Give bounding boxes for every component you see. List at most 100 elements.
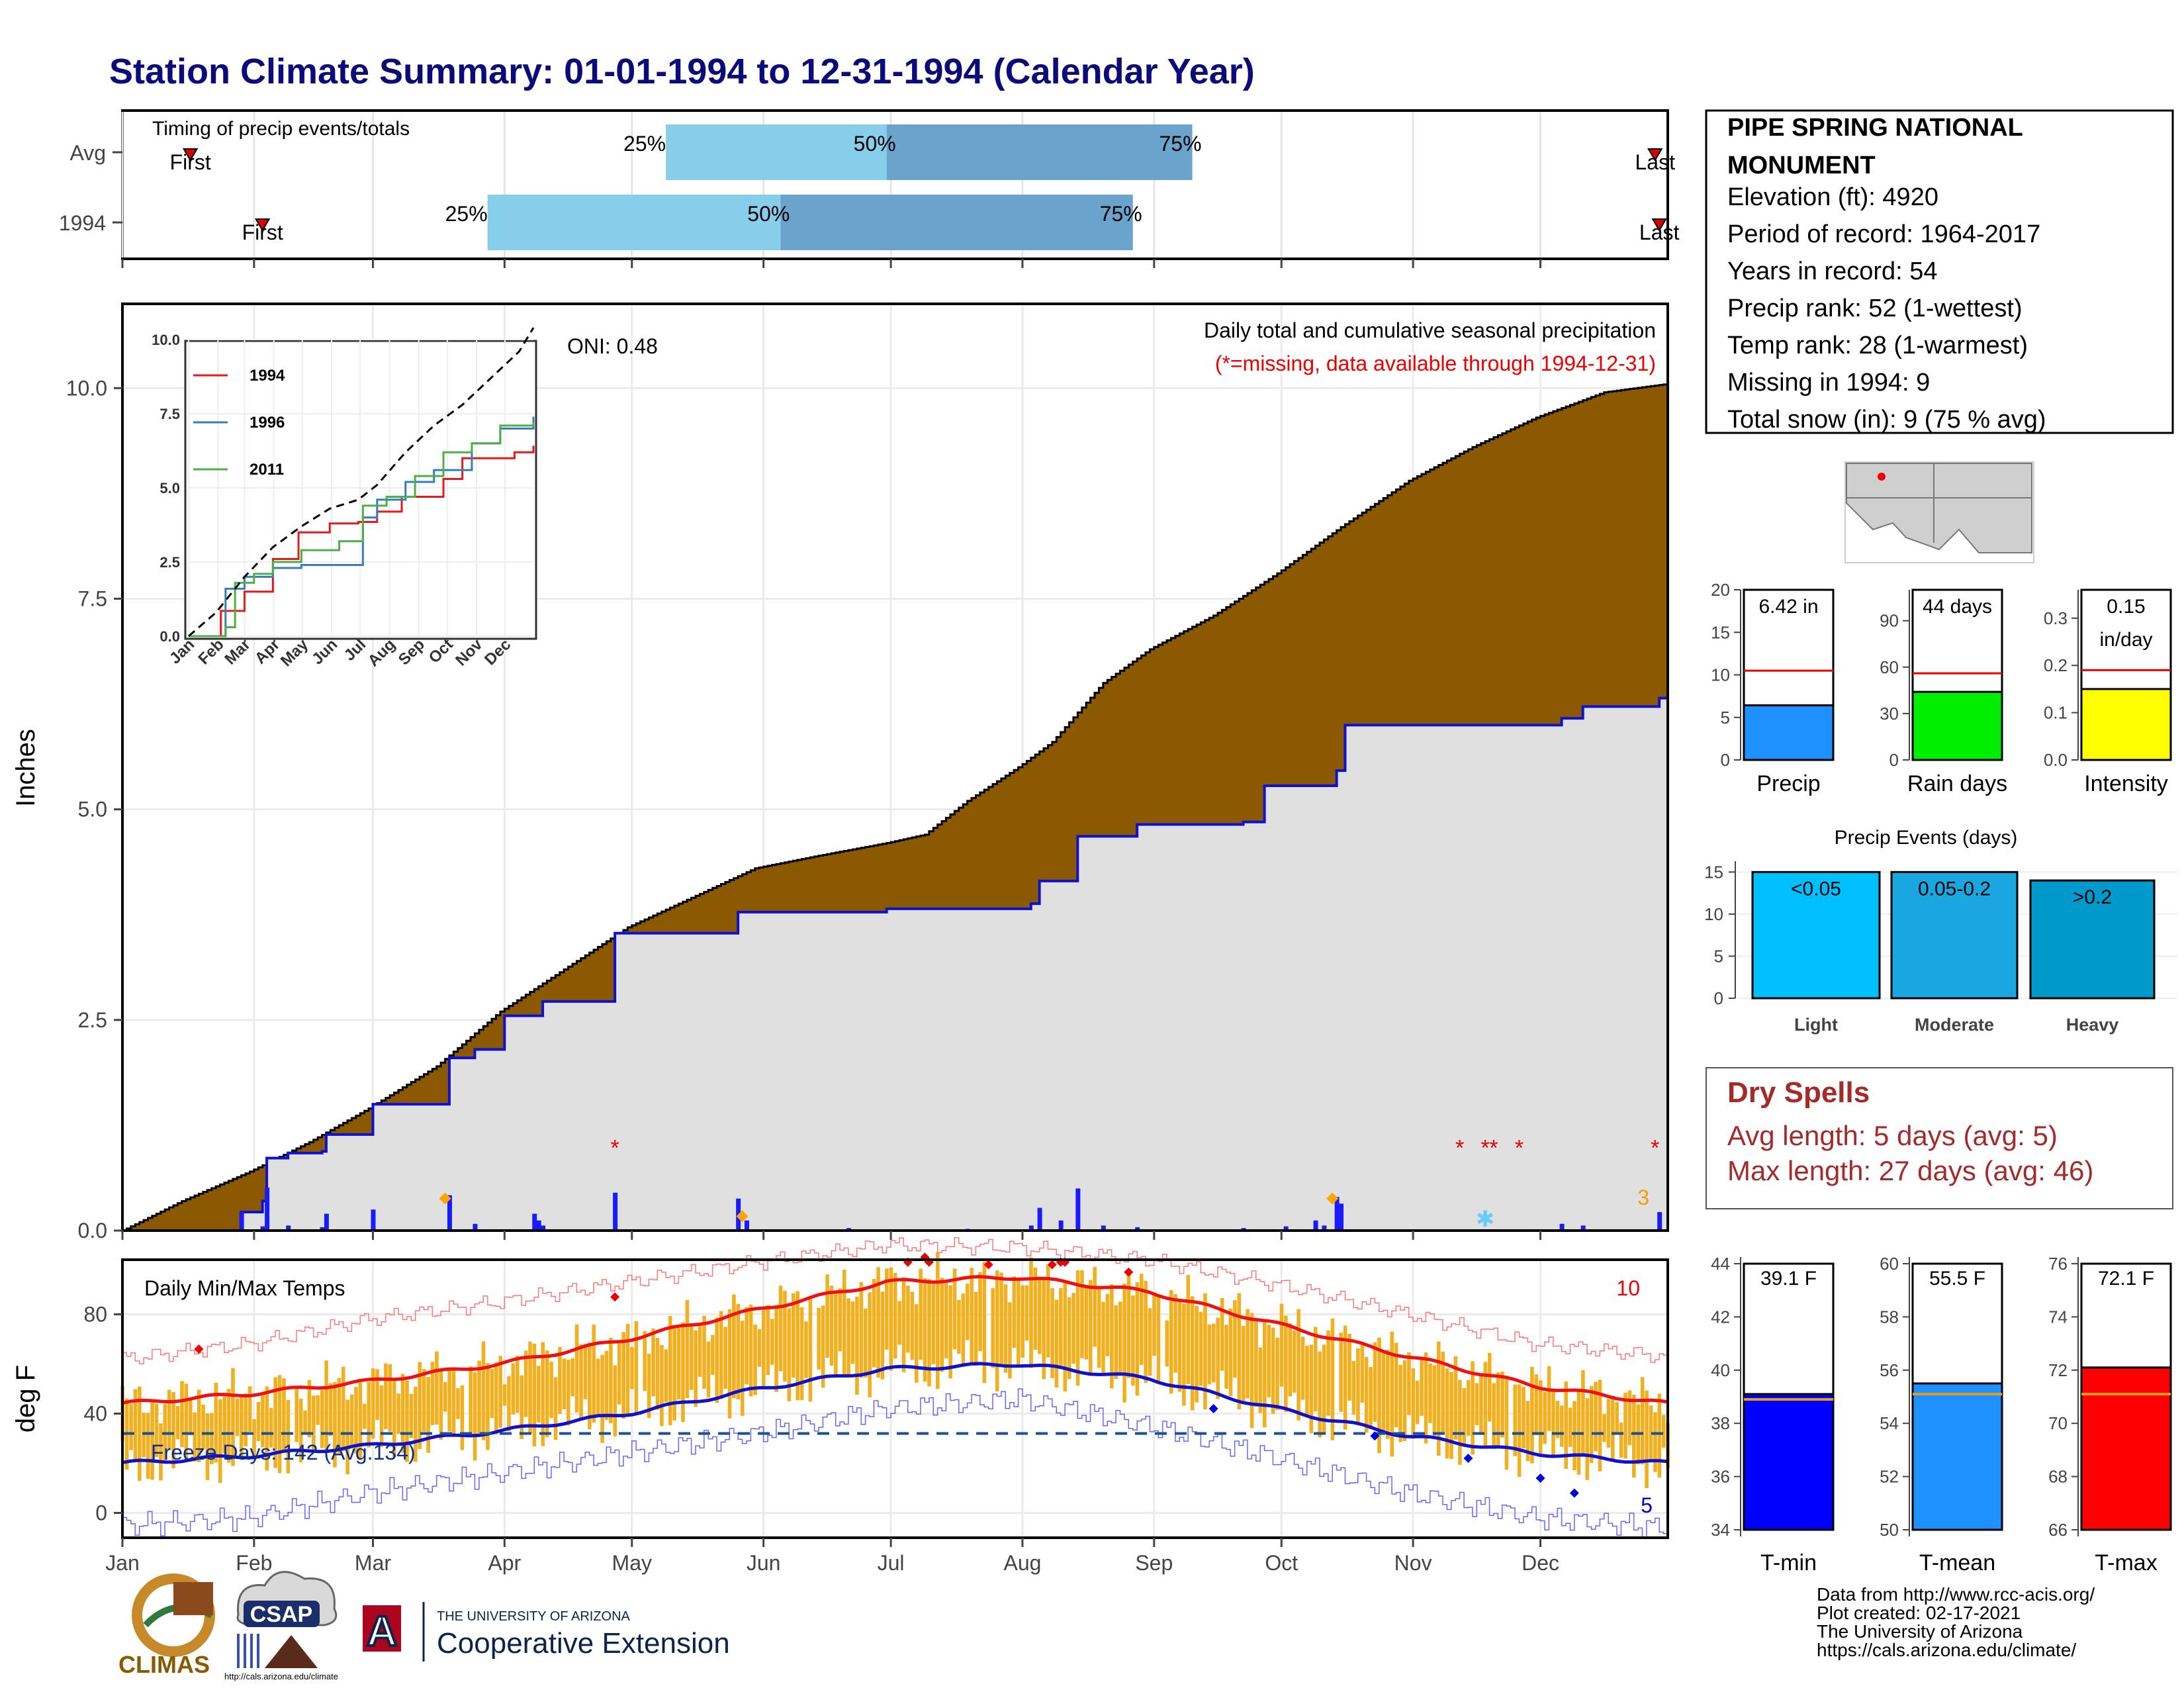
last-event-marker [1651, 218, 1667, 232]
station-box [1705, 109, 2174, 434]
q75-label: 75% [1160, 132, 1202, 156]
temp-bar [532, 1343, 537, 1447]
temp-bar [655, 1337, 660, 1410]
precip-ytick-label: 5.0 [78, 798, 107, 821]
temp-bar [948, 1285, 952, 1379]
temp-bar [1288, 1323, 1293, 1397]
temp-bar [1619, 1422, 1623, 1458]
temp-bar [537, 1366, 541, 1423]
temp-bar [927, 1279, 931, 1387]
timing-bar-q50-q75 [886, 124, 1193, 180]
temp-bar [1101, 1301, 1105, 1373]
temp-bar [1356, 1348, 1360, 1424]
temp-bar [303, 1410, 307, 1434]
inset-legend-label: 1996 [250, 414, 285, 432]
temp-bar [235, 1398, 240, 1436]
mini-ytick-label: 0.2 [2044, 655, 2068, 675]
temp-bar [418, 1362, 422, 1450]
temp-bar [1415, 1380, 1420, 1425]
month-axis: Jan Feb Mar Apr May Jun Jul Aug Sep Oct Nov Dec [105, 1538, 1559, 1575]
temp-frame [121, 1258, 1669, 1539]
temp-bar [613, 1365, 617, 1436]
temp-bar [328, 1383, 333, 1436]
temp-bar [1016, 1278, 1021, 1368]
inset-ytick-label: 10.0 [152, 332, 180, 348]
temp-bar [189, 1397, 193, 1436]
temp-bar [574, 1324, 579, 1413]
events-bin-label: 0.05-0.2 [1918, 878, 1991, 900]
csap-rain [237, 1634, 259, 1668]
month-label: Nov [1394, 1551, 1432, 1575]
temp-bar [1432, 1365, 1437, 1436]
mini-ytick-label: 0 [1721, 750, 1730, 770]
temp-bar [277, 1375, 282, 1474]
temp-bar [1420, 1359, 1424, 1416]
timing-row-label-avg: Avg [69, 141, 106, 165]
temp-bar [1339, 1333, 1343, 1412]
temp-bar [1428, 1363, 1432, 1423]
climas-logo-block [173, 1582, 213, 1615]
temp-bar [1322, 1344, 1326, 1434]
temp-bar [647, 1354, 651, 1418]
station-period: Period of record: 1964-2017 [1727, 220, 2040, 248]
csap-mountain [265, 1635, 318, 1668]
temp-mini-category: T-max [2095, 1550, 2157, 1575]
dry-spells-box: Dry Spells Avg length: 5 days (avg: 5) M… [1706, 1067, 2173, 1209]
temp-bar [1262, 1321, 1267, 1428]
temp-bar [171, 1392, 175, 1469]
temp-mini-ytick-label: 36 [1711, 1467, 1730, 1487]
temp-bar [1538, 1380, 1543, 1457]
temp-bar [1411, 1368, 1416, 1439]
temp-bar [643, 1331, 647, 1391]
temp-bar [511, 1363, 516, 1415]
record-low-marker [1208, 1404, 1218, 1413]
mini-ytick-label: 0.3 [2044, 608, 2068, 628]
temp-bar [736, 1303, 741, 1400]
temp-bar [1436, 1341, 1441, 1456]
temp-bar [952, 1268, 957, 1350]
temp-bar [762, 1309, 766, 1389]
temp-bar [1024, 1285, 1029, 1341]
temp-bar [265, 1386, 269, 1471]
inset-legend-label: 1994 [250, 367, 285, 385]
temp-bar [770, 1319, 774, 1365]
temp-bar [630, 1346, 634, 1389]
timing-row-label-1994: 1994 [59, 211, 106, 235]
record-high-marker [1047, 1260, 1057, 1270]
temp-bar [1568, 1407, 1572, 1447]
temp-bar [1441, 1351, 1445, 1434]
temp-bar [312, 1395, 316, 1452]
month-label: May [612, 1551, 652, 1575]
temp-bar [400, 1374, 405, 1453]
snow-count: 3 [1637, 1186, 1649, 1209]
temp-bar [396, 1393, 400, 1434]
temp-bar [1462, 1387, 1467, 1445]
temp-mini-ytick-label: 54 [1880, 1413, 1899, 1433]
temp-bar [982, 1262, 987, 1383]
temp-bar [1653, 1412, 1657, 1472]
q50-label: 50% [747, 202, 790, 226]
normal-tmin-line [122, 1362, 1668, 1464]
temp-bar [167, 1389, 171, 1449]
last-event-marker [1647, 148, 1663, 162]
inset-series-2011 [189, 422, 535, 637]
ua-logo: A THE UNIVERSITY OF ARIZONA Cooperative … [363, 1602, 730, 1662]
temp-bar [617, 1342, 621, 1405]
page-title: Station Climate Summary: 01-01-1994 to 1… [109, 52, 1255, 91]
temp-bar [422, 1369, 426, 1432]
daily-precip-bar [265, 1188, 270, 1231]
temp-bar [893, 1272, 897, 1359]
temp-bar [549, 1362, 553, 1419]
daily-precip-bar [1075, 1188, 1081, 1231]
mini-ytick-label: 30 [1880, 704, 1899, 724]
temp-bar [1649, 1405, 1653, 1462]
csap-badge [244, 1601, 320, 1627]
temp-bar [558, 1346, 562, 1414]
daily-precip-bar [260, 1226, 265, 1231]
temp-bar [1093, 1266, 1097, 1347]
temp-bar [430, 1362, 435, 1425]
temp-bar [850, 1301, 855, 1364]
temp-bar [1250, 1313, 1254, 1429]
temp-bar [1360, 1344, 1365, 1403]
